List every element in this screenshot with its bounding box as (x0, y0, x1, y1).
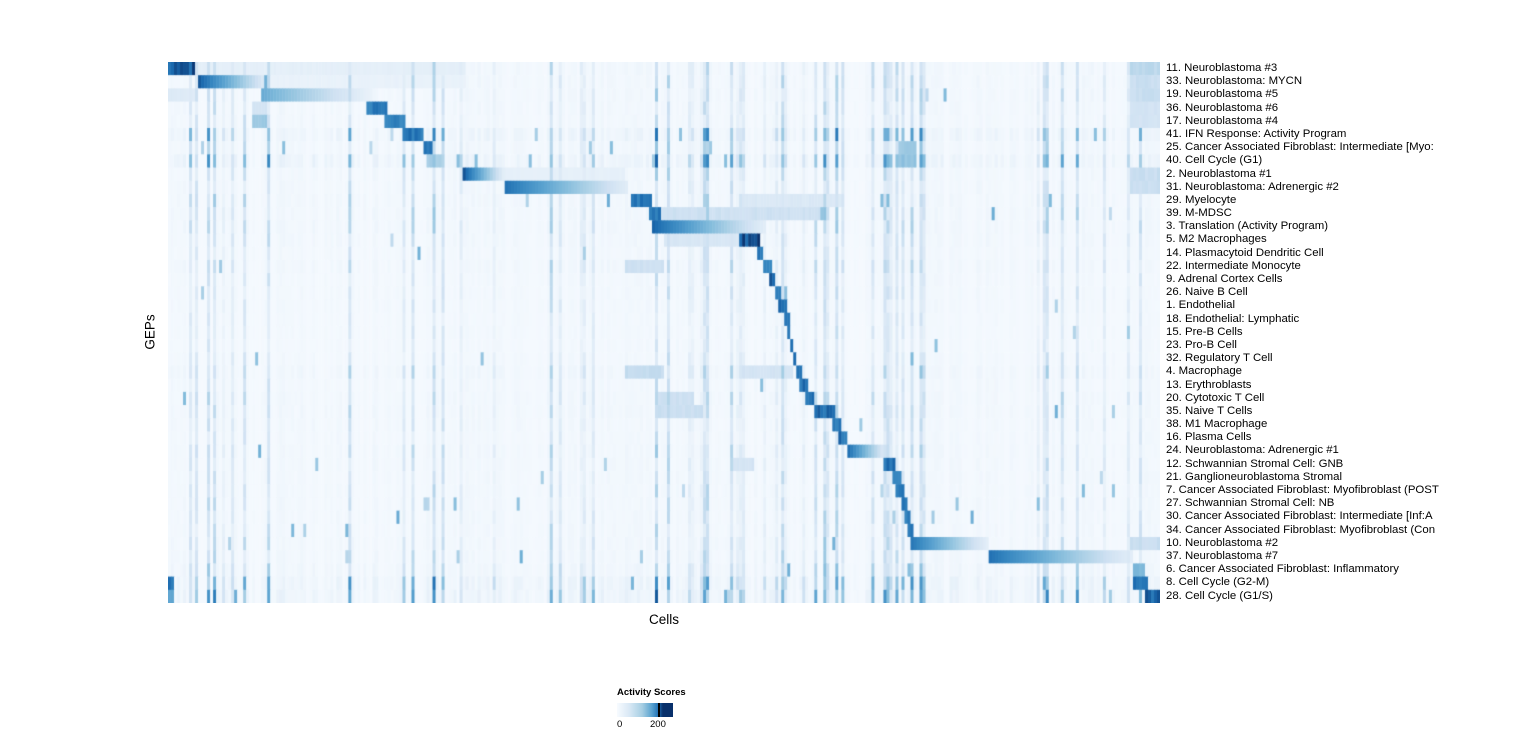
row-label: 11. Neuroblastoma #3 (1166, 62, 1278, 74)
row-label: 25. Cancer Associated Fibroblast: Interm… (1166, 141, 1434, 154)
y-axis-label: GEPs (142, 314, 158, 350)
x-axis-label: Cells (648, 612, 679, 627)
row-label: 12. Schwannian Stromal Cell: GNB (1166, 457, 1344, 470)
legend-colorbar (617, 703, 673, 717)
row-label: 41. IFN Response: Activity Program (1166, 127, 1347, 140)
row-label: 18. Endothelial: Lymphatic (1166, 312, 1300, 325)
row-label: 9. Adrenal Cortex Cells (1166, 273, 1283, 285)
legend-ticks: 0 200 (617, 717, 687, 730)
row-label: 13. Erythroblasts (1166, 378, 1252, 391)
row-label: 5. M2 Macrophages (1166, 233, 1267, 246)
row-label: 6. Cancer Associated Fibroblast: Inflamm… (1166, 563, 1399, 576)
row-label: 19. Neuroblastoma #5 (1166, 88, 1279, 101)
row-labels: 11. Neuroblastoma #3 33. Neuroblastoma: M… (1166, 62, 1540, 603)
row-label: 20. Cytotoxic T Cell (1166, 391, 1265, 404)
row-label: 39. M-MDSC (1166, 207, 1232, 220)
legend-tick-max: 200 (650, 719, 666, 730)
row-label: 15. Pre-B Cells (1166, 325, 1243, 338)
row-label: 28. Cell Cycle (G1/S) (1166, 589, 1273, 602)
row-label: 34. Cancer Associated Fibroblast: Myofib… (1166, 523, 1436, 536)
row-label: 35. Naive T Cells (1166, 404, 1253, 417)
row-label: 23. Pro-B Cell (1166, 338, 1237, 351)
row-label: 40. Cell Cycle (G1) (1166, 154, 1263, 167)
legend-max-tick-mark (658, 703, 660, 717)
row-label: 10. Neuroblastoma #2 (1166, 536, 1279, 549)
row-label: 36. Neuroblastoma #6 (1166, 101, 1279, 114)
row-label: 4. Macrophage (1166, 365, 1242, 378)
row-label: 17. Neuroblastoma #4 (1166, 114, 1279, 127)
row-label: 21. Ganglioneuroblastoma Stromal (1166, 470, 1343, 483)
row-label: 7. Cancer Associated Fibroblast: Myofibr… (1166, 484, 1439, 496)
row-label: 26. Naive B Cell (1166, 286, 1248, 299)
row-label: 24. Neuroblastoma: Adrenergic #1 (1166, 444, 1339, 457)
row-label: 22. Intermediate Monocyte (1166, 259, 1301, 272)
row-label: 14. Plasmacytoid Dendritic Cell (1166, 246, 1324, 259)
row-label: 2. Neuroblastoma #1 (1166, 167, 1272, 180)
row-label: 32. Regulatory T Cell (1166, 352, 1273, 365)
legend-title: Activity Scores (617, 687, 686, 698)
row-label: 8. Cell Cycle (G2-M) (1166, 576, 1270, 589)
row-label: 38. M1 Macrophage (1166, 418, 1268, 431)
row-label: 31. Neuroblastoma: Adrenergic #2 (1166, 180, 1339, 193)
row-label: 16. Plasma Cells (1166, 431, 1252, 444)
legend-tick-min: 0 (617, 719, 623, 730)
heatmap-canvas (168, 62, 1160, 603)
activity-scores-legend: Activity Scores 0 200 (617, 687, 757, 730)
row-label: 33. Neuroblastoma: MYCN (1166, 75, 1303, 88)
row-label: 30. Cancer Associated Fibroblast: Interm… (1166, 510, 1433, 523)
row-label: 29. Myelocyte (1166, 193, 1237, 206)
row-label: 1. Endothelial (1166, 299, 1236, 312)
row-label: 3. Translation (Activity Program) (1166, 220, 1329, 233)
row-label: 37. Neuroblastoma #7 (1166, 549, 1279, 562)
row-label: 27. Schwannian Stromal Cell: NB (1166, 497, 1335, 510)
